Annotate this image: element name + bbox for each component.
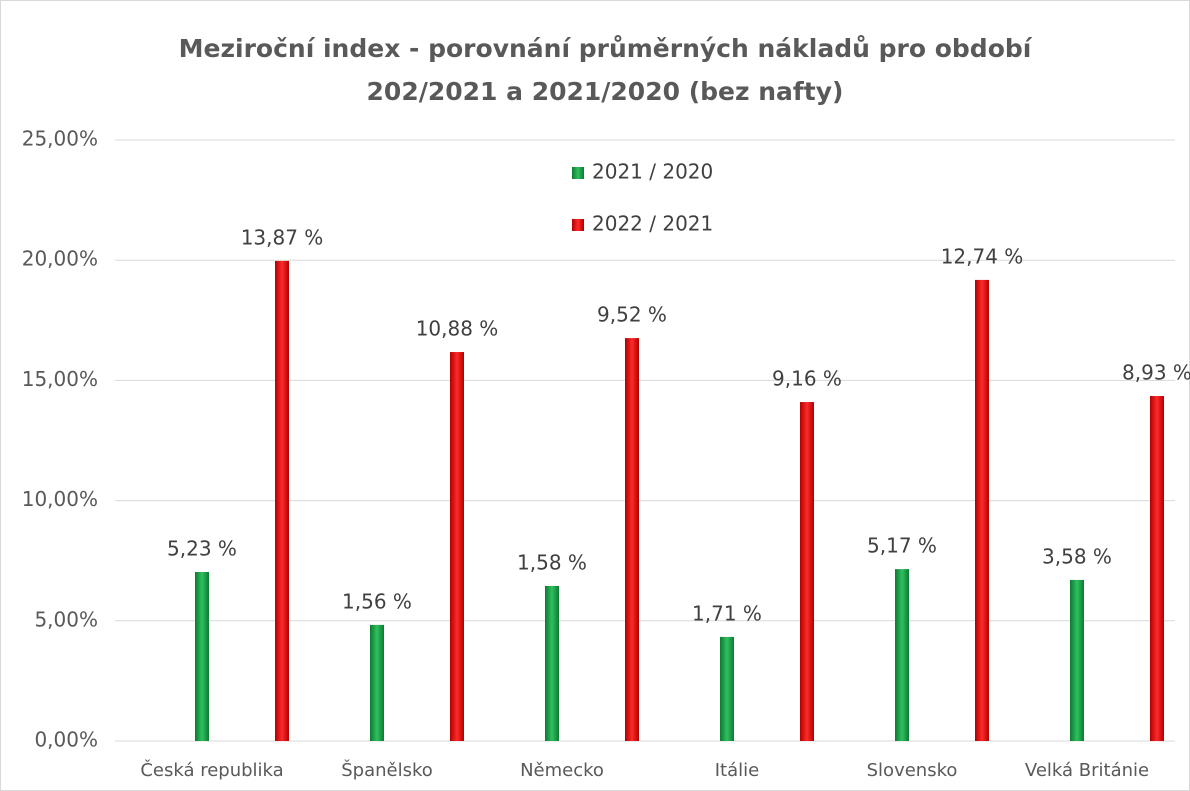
data-label: 1,56 % bbox=[342, 589, 412, 613]
data-label: 3,58 % bbox=[1042, 544, 1112, 568]
legend-label: 2021 / 2020 bbox=[592, 160, 713, 184]
chart-subtitle: 202/2021 a 2021/2020 (bez nafty) bbox=[367, 77, 844, 106]
data-label: 13,87 % bbox=[241, 225, 324, 249]
legend-label: 2022 / 2021 bbox=[592, 212, 713, 236]
data-label: 5,23 % bbox=[167, 536, 237, 560]
legend-swatch bbox=[572, 219, 584, 231]
data-label: 8,93 % bbox=[1122, 361, 1190, 385]
bar bbox=[625, 338, 639, 741]
bar bbox=[1070, 579, 1084, 741]
y-tick-label: 25,00% bbox=[22, 127, 98, 151]
data-label: 9,52 % bbox=[597, 303, 667, 327]
y-tick-label: 0,00% bbox=[34, 728, 98, 752]
bar bbox=[1150, 396, 1164, 741]
bar bbox=[370, 624, 384, 741]
x-tick-label: Velká Británie bbox=[1025, 760, 1149, 781]
bar bbox=[195, 571, 209, 741]
bar bbox=[450, 352, 464, 741]
y-tick-label: 5,00% bbox=[34, 607, 98, 631]
data-label: 1,71 % bbox=[692, 601, 762, 625]
bar bbox=[800, 402, 814, 741]
data-label: 9,16 % bbox=[772, 367, 842, 391]
y-tick-label: 15,00% bbox=[22, 367, 98, 391]
x-tick-label: Španělsko bbox=[341, 759, 433, 781]
data-label: 1,58 % bbox=[517, 550, 587, 574]
data-label: 5,17 % bbox=[867, 534, 937, 558]
x-tick-label: Slovensko bbox=[867, 760, 958, 781]
y-tick-label: 10,00% bbox=[22, 487, 98, 511]
bar bbox=[545, 585, 559, 741]
y-tick-label: 20,00% bbox=[22, 247, 98, 271]
bar bbox=[720, 636, 734, 741]
bar bbox=[895, 569, 909, 741]
legend-swatch bbox=[572, 167, 584, 179]
x-tick-label: Česká republika bbox=[140, 759, 283, 781]
x-tick-label: Německo bbox=[520, 760, 604, 781]
data-label: 10,88 % bbox=[416, 317, 499, 341]
bar bbox=[275, 260, 289, 741]
chart-title: Meziroční index - porovnání průměrných n… bbox=[179, 34, 1033, 63]
data-label: 12,74 % bbox=[941, 244, 1024, 268]
x-tick-label: Itálie bbox=[715, 760, 759, 781]
bar bbox=[975, 279, 989, 741]
